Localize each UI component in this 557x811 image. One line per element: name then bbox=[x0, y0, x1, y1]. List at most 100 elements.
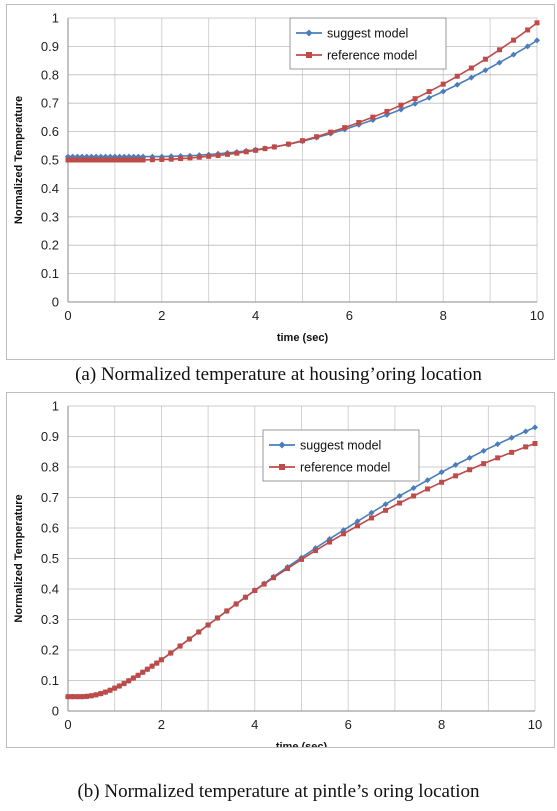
data-point bbox=[454, 81, 461, 88]
data-point bbox=[262, 146, 268, 152]
data-point bbox=[88, 157, 94, 163]
x-tick-label: 0 bbox=[64, 717, 71, 732]
data-point bbox=[121, 681, 127, 687]
data-point bbox=[135, 672, 141, 678]
y-axis-title: Normalized Temperature bbox=[13, 494, 25, 622]
data-point bbox=[424, 477, 431, 484]
data-point bbox=[88, 693, 94, 699]
data-point bbox=[355, 523, 361, 529]
data-point bbox=[397, 500, 403, 506]
y-tick-label: 0.7 bbox=[41, 96, 59, 111]
y-tick-label: 0.4 bbox=[41, 181, 59, 196]
data-point bbox=[196, 154, 202, 160]
y-tick-label: 1 bbox=[52, 399, 59, 414]
data-point bbox=[285, 141, 291, 147]
data-point bbox=[314, 134, 320, 140]
x-tick-label: 8 bbox=[438, 717, 445, 732]
x-tick-label: 2 bbox=[158, 308, 165, 323]
x-tick-label: 4 bbox=[251, 717, 258, 732]
data-point bbox=[126, 678, 132, 684]
data-point bbox=[411, 493, 417, 499]
y-tick-label: 0 bbox=[52, 295, 59, 310]
data-point bbox=[466, 454, 473, 461]
legend-box bbox=[262, 429, 420, 482]
x-tick-label: 10 bbox=[530, 308, 544, 323]
legend: suggest model reference model bbox=[289, 17, 447, 70]
data-point bbox=[261, 581, 267, 587]
data-point bbox=[79, 157, 85, 163]
y-tick-label: 0.6 bbox=[41, 521, 59, 536]
data-point bbox=[168, 156, 174, 162]
data-point bbox=[496, 59, 503, 66]
data-point bbox=[522, 428, 529, 435]
data-point bbox=[468, 65, 474, 71]
legend-swatch-marker bbox=[279, 464, 285, 470]
x-tick-label: 4 bbox=[252, 308, 259, 323]
data-point bbox=[117, 157, 123, 163]
data-point bbox=[149, 663, 155, 669]
data-point bbox=[131, 157, 137, 163]
x-axis-title: time (sec) bbox=[276, 741, 328, 747]
data-point bbox=[206, 153, 212, 159]
y-tick-label: 0.2 bbox=[41, 238, 59, 253]
data-point bbox=[187, 155, 193, 161]
data-point bbox=[534, 37, 540, 44]
data-point bbox=[144, 666, 150, 672]
data-point bbox=[453, 473, 459, 479]
x-axis-title: time (sec) bbox=[277, 332, 329, 344]
data-point bbox=[214, 615, 220, 621]
data-point bbox=[523, 444, 529, 450]
y-tick-label: 1 bbox=[52, 11, 59, 26]
y-tick-label: 0.9 bbox=[41, 429, 59, 444]
x-tick-label: 10 bbox=[528, 717, 542, 732]
y-tick-label: 0.5 bbox=[41, 551, 59, 566]
data-point bbox=[158, 657, 164, 663]
x-tick-label: 6 bbox=[345, 717, 352, 732]
data-point bbox=[130, 675, 136, 681]
data-point bbox=[356, 120, 362, 126]
data-point bbox=[425, 486, 431, 492]
data-point bbox=[79, 694, 85, 700]
data-point bbox=[482, 56, 488, 62]
data-point bbox=[481, 461, 487, 467]
y-tick-label: 0.2 bbox=[41, 643, 59, 658]
x-tick-label: 6 bbox=[346, 308, 353, 323]
data-point bbox=[233, 601, 239, 607]
data-point bbox=[126, 157, 132, 163]
data-point bbox=[65, 157, 71, 163]
legend-entry-label: suggest model bbox=[300, 439, 381, 453]
data-point bbox=[370, 114, 376, 120]
data-point bbox=[140, 669, 146, 675]
data-point bbox=[98, 691, 104, 697]
data-point bbox=[178, 156, 184, 162]
data-point bbox=[482, 67, 489, 74]
y-tick-label: 0.4 bbox=[41, 582, 59, 597]
data-point bbox=[511, 37, 517, 43]
data-point bbox=[177, 643, 183, 649]
legend-box bbox=[289, 17, 447, 70]
data-point bbox=[525, 27, 531, 33]
y-tick-label: 0.7 bbox=[41, 490, 59, 505]
data-point bbox=[397, 106, 404, 113]
y-tick-label: 0.1 bbox=[41, 266, 59, 281]
data-point bbox=[84, 693, 90, 699]
data-point bbox=[369, 515, 375, 521]
data-point bbox=[412, 100, 419, 107]
data-point bbox=[74, 157, 80, 163]
data-point bbox=[196, 629, 202, 635]
data-point bbox=[524, 43, 531, 50]
data-point bbox=[103, 157, 109, 163]
legend-entry-label: reference model bbox=[327, 49, 417, 63]
data-point bbox=[270, 575, 276, 581]
data-point bbox=[149, 157, 155, 163]
data-point bbox=[70, 157, 76, 163]
data-point bbox=[284, 566, 290, 572]
data-point bbox=[224, 608, 230, 614]
data-point bbox=[327, 539, 333, 545]
data-point bbox=[534, 20, 540, 26]
series-reference bbox=[65, 20, 540, 163]
y-tick-label: 0.3 bbox=[41, 209, 59, 224]
data-point bbox=[452, 461, 459, 468]
data-point bbox=[454, 73, 460, 79]
y-axis-title: Normalized Temperature bbox=[13, 96, 25, 224]
